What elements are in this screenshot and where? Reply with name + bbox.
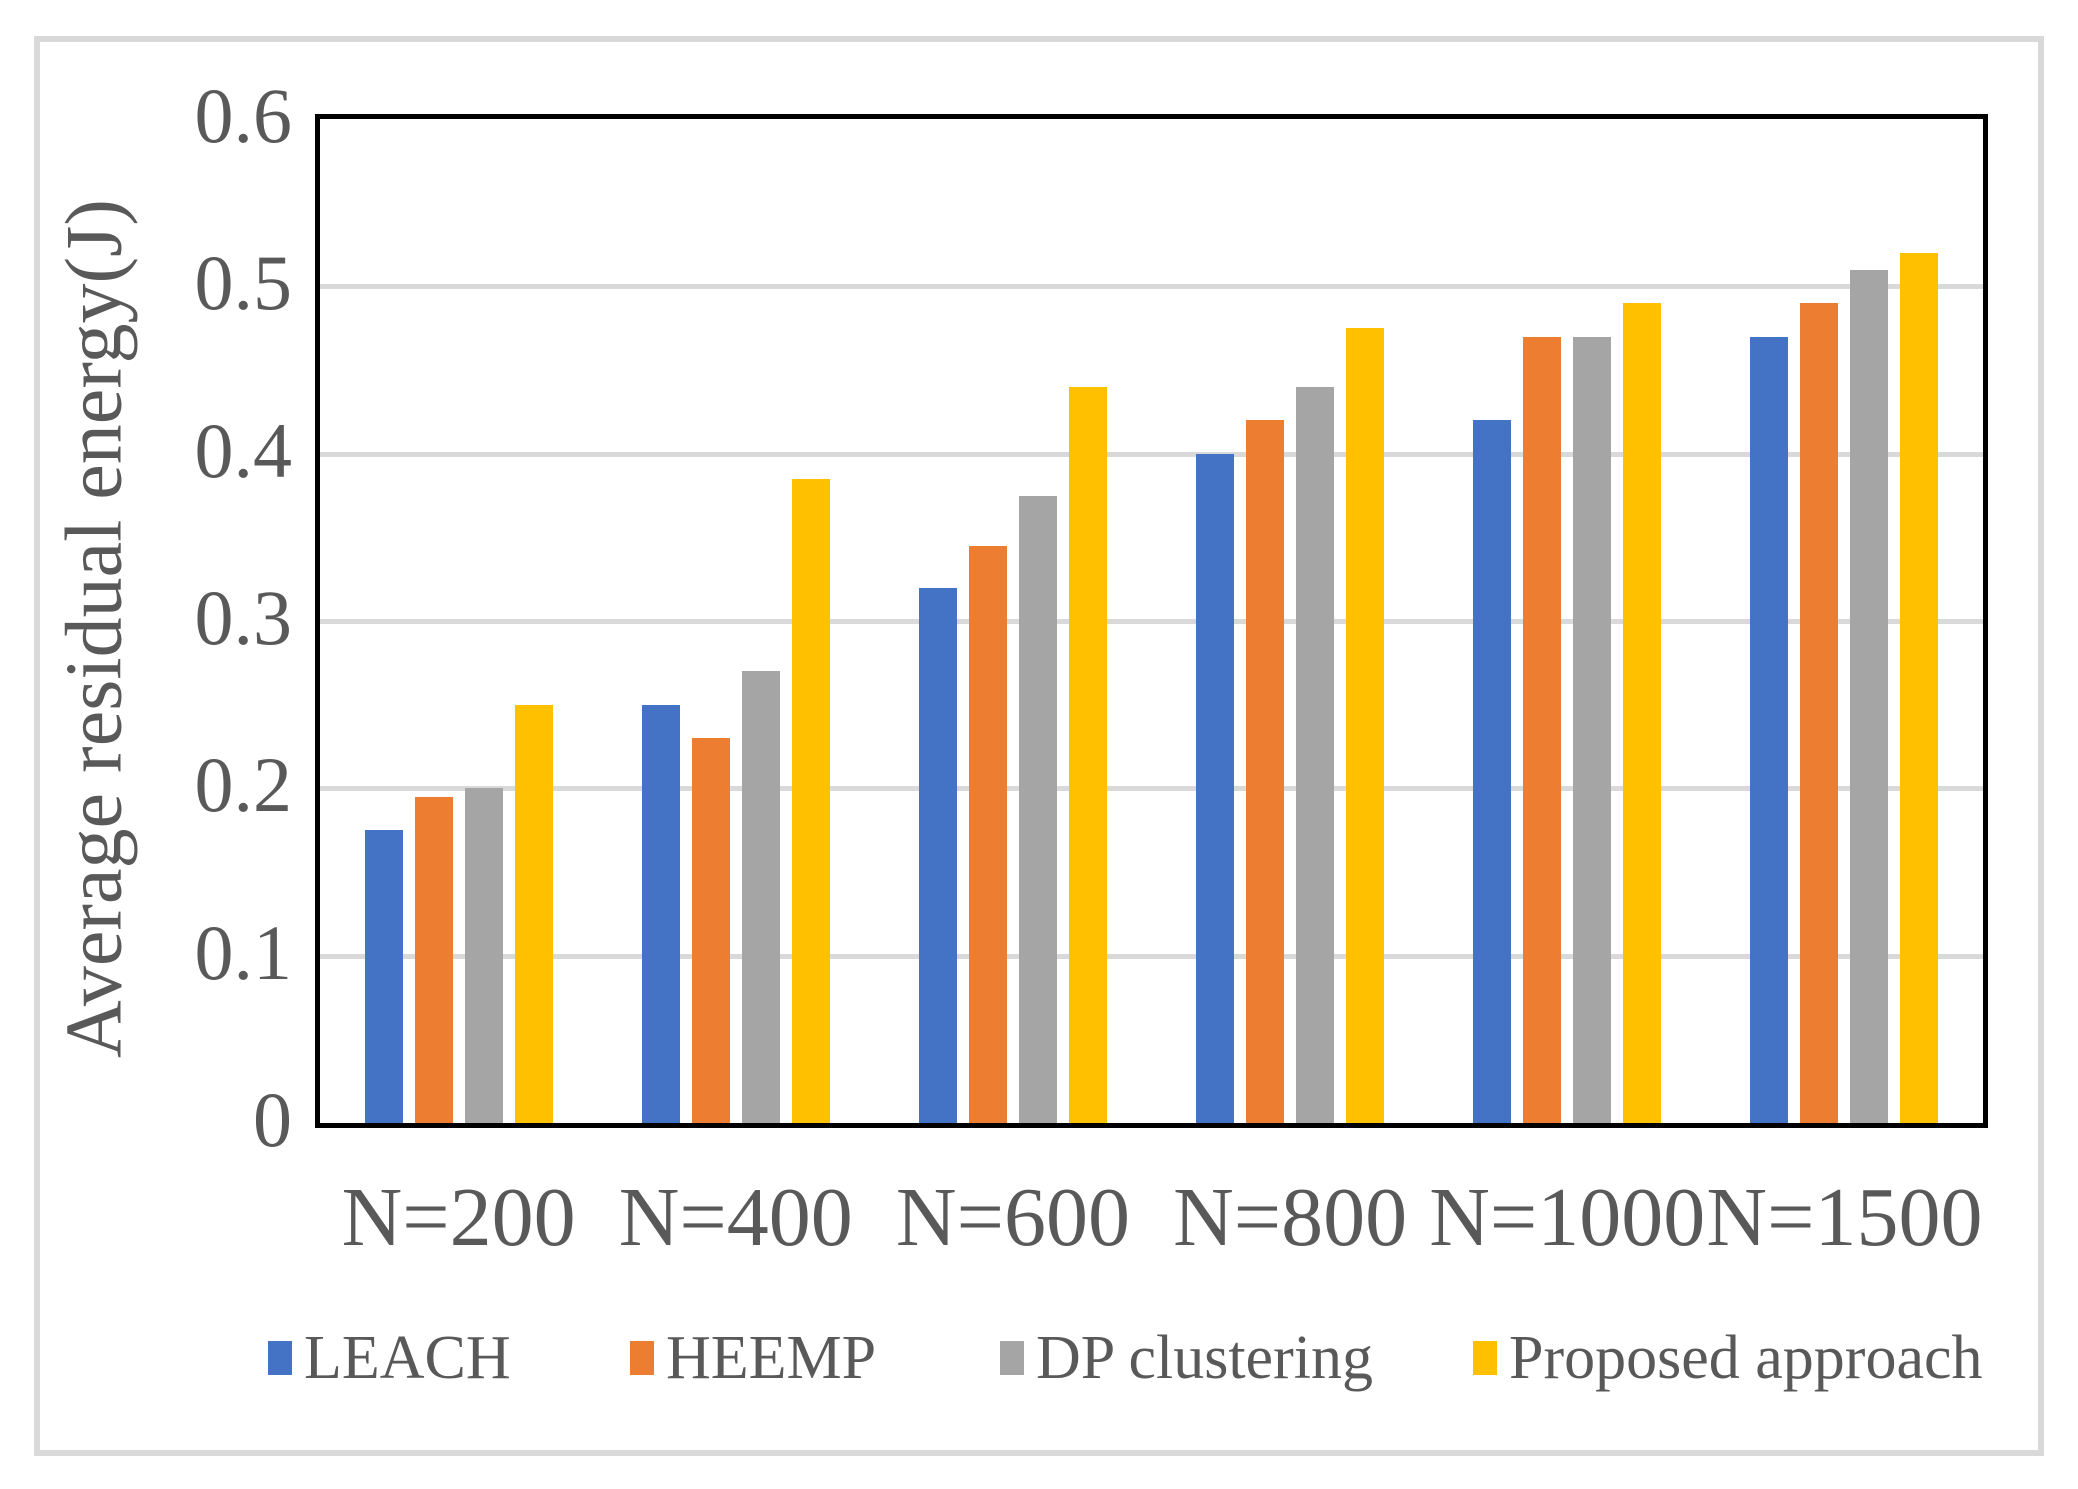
legend-label: LEACH [304,1324,511,1392]
bar-group-N=1500 [1706,119,1983,1123]
bar-leach-N=200 [364,830,403,1123]
bar-proposed-approach-N=200 [514,704,553,1123]
bar-dp-clustering-N=200 [464,788,503,1123]
bar-leach-N=400 [641,704,680,1123]
bar-group-N=400 [597,119,874,1123]
bar-dp-clustering-N=1500 [1850,269,1889,1123]
y-tick-label: 0.5 [194,239,293,327]
bar-leach-N=1500 [1750,336,1789,1123]
gridline [320,953,1983,959]
gridline [320,284,1983,290]
bar-group-N=600 [874,119,1151,1123]
bar-group-N=800 [1152,119,1429,1123]
bar-heemp-N=1500 [1800,303,1839,1123]
legend-label: HEEMP [666,1324,877,1392]
y-tick-label: 0 [253,1075,292,1163]
bar-dp-clustering-N=1000 [1573,336,1612,1123]
bar-proposed-approach-N=1000 [1623,303,1662,1123]
bar-dp-clustering-N=800 [1296,386,1335,1123]
bar-proposed-approach-N=600 [1068,386,1107,1123]
legend-swatch-leach [268,1341,292,1375]
bar-leach-N=800 [1196,453,1235,1123]
legend-swatch-proposed-approach [1473,1341,1497,1375]
bar-heemp-N=1000 [1523,336,1562,1123]
bar-leach-N=1000 [1473,420,1512,1123]
legend-label: DP clustering [1036,1324,1373,1392]
bar-proposed-approach-N=400 [791,478,830,1123]
bar-heemp-N=600 [968,545,1007,1123]
bar-leach-N=600 [918,587,957,1123]
x-axis-label: N=1000 [1429,1171,1706,1264]
legend-label: Proposed approach [1509,1324,1983,1392]
legend-item-leach: LEACH [268,1318,511,1398]
bar-proposed-approach-N=1500 [1900,252,1939,1123]
bar-dp-clustering-N=600 [1018,495,1057,1123]
legend-item-heemp: HEEMP [630,1318,876,1398]
gridline [320,451,1983,457]
legend-swatch-dp-clustering [1000,1341,1024,1375]
x-axis-label: N=600 [895,1171,1130,1264]
legend-item-dp-clustering: DP clustering [1000,1318,1373,1398]
bar-heemp-N=800 [1246,420,1285,1123]
gridline [320,786,1983,792]
legend: LEACH HEEMP DP clustering Proposed approach [0,1318,2078,1398]
legend-item-proposed-approach: Proposed approach [1473,1318,1982,1398]
x-axis-label: N=200 [341,1171,576,1264]
bar-heemp-N=400 [691,738,730,1123]
bar-heemp-N=200 [414,796,453,1123]
bar-group-N=200 [320,119,597,1123]
y-tick-label: 0.4 [194,406,293,494]
y-tick-label: 0.6 [194,71,293,159]
bar-group-N=1000 [1429,119,1706,1123]
outer-frame [34,36,2044,1456]
y-tick-label: 0.3 [194,573,293,661]
bar-proposed-approach-N=800 [1346,328,1385,1123]
y-tick-label: 0.2 [194,741,293,829]
x-axis-labels: N=200 N=400 N=600 N=800 N=1000 N=1500 [320,1158,1983,1278]
x-axis-label: N=400 [618,1171,853,1264]
x-axis-label: N=1500 [1706,1171,1983,1264]
y-tick-label: 0.1 [194,908,293,996]
x-axis-label: N=800 [1173,1171,1408,1264]
gridline [320,619,1983,624]
legend-swatch-heemp [630,1341,654,1375]
plot-area [315,114,1988,1128]
bar-dp-clustering-N=400 [741,671,780,1123]
